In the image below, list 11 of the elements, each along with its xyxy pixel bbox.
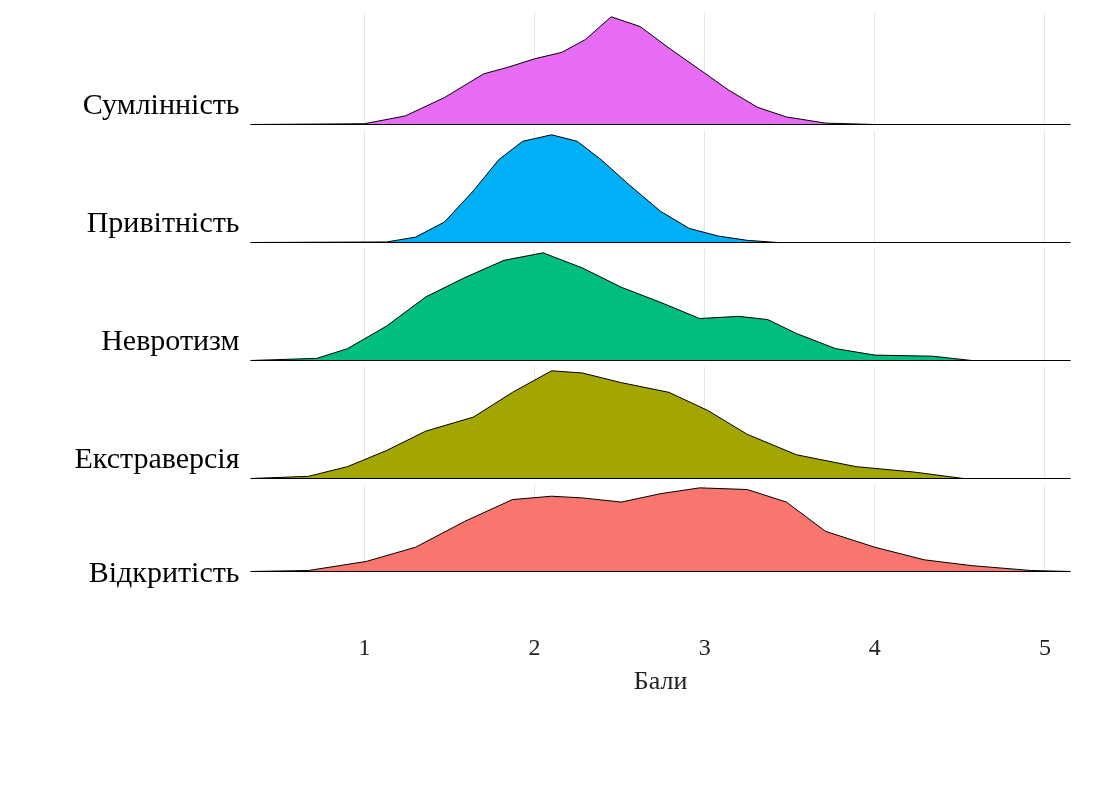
x-tick-label: 5	[1038, 633, 1051, 660]
series-label: Екстраверсія	[74, 441, 240, 474]
x-tick-label: 2	[528, 633, 541, 660]
series-label: Привітність	[86, 205, 240, 238]
x-tick-label: 4	[868, 633, 881, 660]
x-tick-label: 1	[358, 633, 371, 660]
series-label: Невротизм	[101, 323, 240, 356]
x-axis-title: Бали	[633, 665, 688, 695]
x-tick-label: 3	[698, 633, 711, 660]
series-label: Відкритість	[88, 555, 240, 588]
series-label: Сумлінність	[82, 87, 240, 120]
